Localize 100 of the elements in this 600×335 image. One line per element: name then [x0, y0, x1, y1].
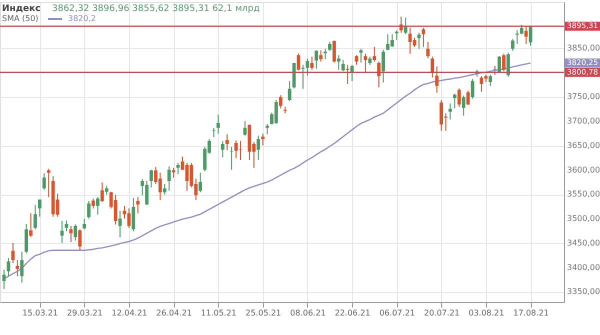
candlestick — [412, 37, 416, 48]
x-tick-label: 26.04.21 — [156, 308, 192, 318]
candlestick — [301, 64, 305, 90]
annotation: 3820,2 — [68, 14, 96, 23]
candlestick — [350, 64, 354, 82]
candlestick — [212, 127, 216, 138]
candlestick — [216, 114, 220, 134]
candlestick — [354, 54, 358, 66]
candlestick — [502, 53, 506, 72]
candlestick — [520, 24, 524, 35]
candlestick — [408, 27, 412, 54]
candlestick — [127, 208, 131, 228]
candlestick — [314, 50, 318, 70]
candlestick — [440, 100, 444, 132]
candlestick — [176, 162, 180, 175]
candlestick — [69, 225, 73, 242]
candlestick — [480, 76, 484, 92]
y-tick-label: 3850,00 — [567, 43, 600, 52]
candlestick — [96, 196, 100, 216]
x-tick-label: 08.06.21 — [290, 308, 326, 318]
candlestick — [377, 61, 381, 88]
candlestick — [488, 74, 492, 86]
y-tick-label: 3350,00 — [567, 287, 600, 296]
candlestick — [470, 78, 474, 100]
x-tick-label: 06.07.21 — [379, 308, 415, 318]
legend-label: SMA (50) — [2, 14, 38, 23]
candlestick — [158, 172, 162, 201]
candlestick — [511, 38, 514, 52]
candlestick — [248, 124, 252, 161]
candlestick — [162, 183, 166, 196]
candlestick — [296, 53, 300, 71]
candlestick — [16, 260, 20, 277]
candlestick — [64, 220, 68, 232]
candlestick — [234, 140, 238, 159]
x-tick-label: 20.07.21 — [424, 308, 460, 318]
candlestick — [466, 90, 470, 106]
candlestick — [42, 172, 46, 190]
candlestick — [528, 24, 532, 46]
candlestick — [29, 212, 32, 238]
candlestick — [292, 62, 296, 89]
candlestick — [34, 204, 37, 230]
candlestick — [78, 228, 82, 252]
y-tick-label: 3600,00 — [567, 165, 600, 174]
candlestick — [288, 80, 292, 102]
x-tick-label: 15.03.21 — [22, 308, 58, 318]
candlestick — [515, 30, 519, 44]
candlestick — [372, 46, 376, 62]
annotation: 3862,32 3896,96 3855,62 3895,31 62,1 млрд — [52, 4, 260, 14]
candlestick — [417, 32, 421, 50]
candlestick — [24, 223, 28, 254]
candlestick — [261, 133, 265, 146]
candlestick — [100, 182, 104, 202]
y-tick-label: 3550,00 — [567, 190, 600, 199]
candlestick — [524, 25, 528, 44]
candlestick — [6, 258, 10, 277]
candlestick — [74, 224, 78, 242]
candlestick — [430, 56, 434, 78]
candlestick — [220, 140, 224, 158]
candlestick — [336, 54, 340, 70]
x-tick-label: 22.06.21 — [334, 308, 370, 318]
candlestick — [38, 199, 42, 218]
x-tick-label: 17.08.21 — [513, 308, 549, 318]
x-tick-label: 03.08.21 — [468, 308, 504, 318]
y-tick-label: 3700,00 — [567, 116, 600, 126]
candlestick — [266, 123, 269, 135]
candlestick — [11, 242, 15, 264]
candlestick — [319, 50, 323, 62]
y-tick-label: 3500,00 — [567, 214, 600, 224]
candlestick — [167, 166, 171, 192]
candlestick — [136, 196, 140, 214]
candlestick — [230, 146, 234, 170]
candlestick — [92, 198, 95, 209]
x-tick-label: 25.05.21 — [246, 308, 282, 318]
candlestick — [498, 56, 502, 74]
candlestick — [346, 64, 350, 84]
candlestick — [185, 162, 189, 192]
candlestick — [426, 42, 430, 59]
candlestick — [462, 95, 466, 116]
candlestick — [20, 251, 24, 283]
candlestick — [435, 66, 439, 94]
candlestick — [306, 58, 310, 76]
y-tick-label: 3750,00 — [567, 92, 600, 102]
candlestick — [310, 56, 314, 70]
candlestick — [2, 269, 6, 290]
candlestick — [114, 194, 118, 225]
candlestick — [150, 169, 153, 188]
y-tick-label: 3400,00 — [567, 262, 600, 272]
candlestick — [341, 60, 345, 72]
x-tick-label: 11.05.21 — [200, 308, 237, 318]
candlestick — [198, 172, 202, 193]
candlestick — [382, 49, 385, 83]
candlestick — [452, 93, 456, 109]
x-tick-label: 29.03.21 — [67, 308, 103, 318]
candlestick — [118, 210, 122, 238]
candlestick — [82, 218, 86, 230]
chart-title: Индекс — [2, 4, 41, 14]
line-series — [3, 62, 532, 280]
candlestick — [506, 52, 510, 78]
candlestick — [278, 94, 282, 109]
y-tick-label: 3650,00 — [567, 140, 600, 150]
